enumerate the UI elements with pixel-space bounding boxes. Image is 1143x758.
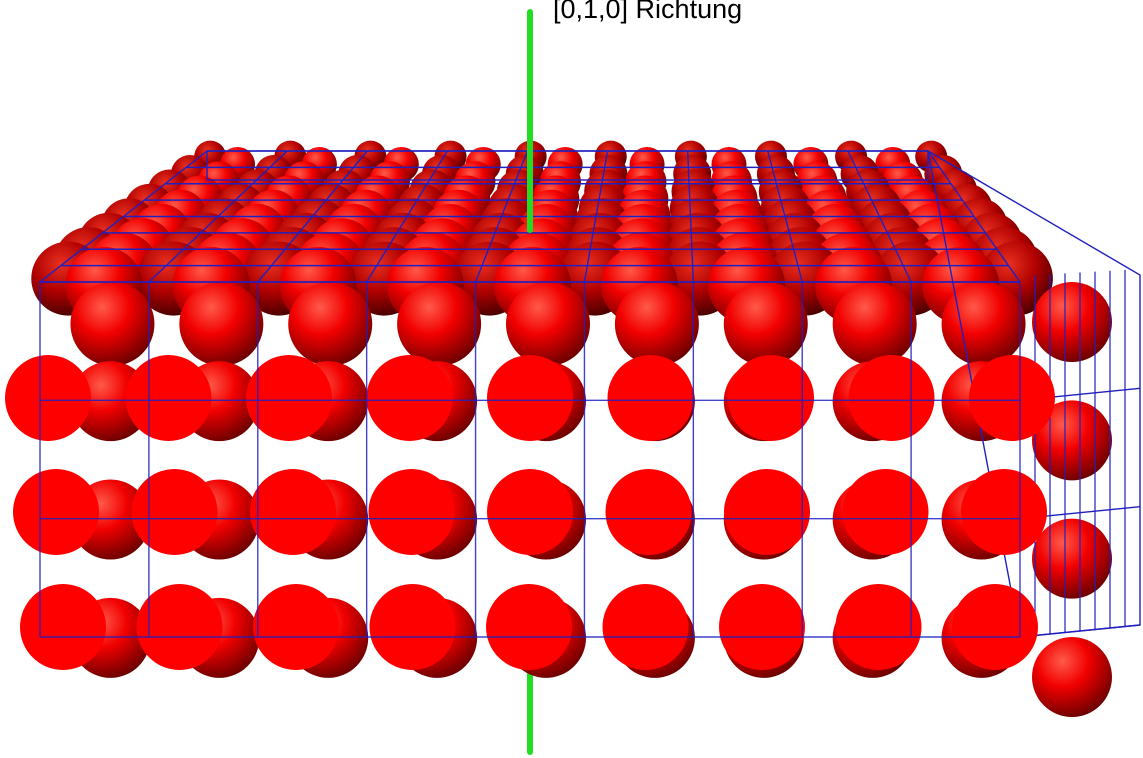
atom-front	[728, 355, 814, 441]
atom-side	[1032, 518, 1112, 599]
atom-front	[835, 584, 922, 670]
atom-subsurface	[70, 282, 155, 366]
atom-front	[724, 469, 810, 555]
atom-subsurface	[941, 282, 1026, 366]
atom-front	[605, 469, 692, 555]
atoms-front-face	[5, 355, 1055, 670]
wire-column-line	[583, 150, 609, 283]
atom-front	[125, 355, 212, 441]
wire-column-line	[39, 150, 208, 283]
atom-subsurface	[832, 282, 917, 366]
atom-front	[961, 469, 1047, 555]
atom-subsurface	[506, 282, 590, 366]
atom-front	[369, 584, 456, 670]
wire-column-line	[767, 150, 803, 283]
atom-front	[13, 469, 99, 555]
atom-front	[487, 469, 573, 555]
atom-front	[250, 469, 336, 555]
wire-column-line	[257, 150, 368, 283]
atom-front	[246, 355, 332, 441]
atom-subsurface	[723, 282, 808, 366]
unit-cell-wireframe-front	[39, 281, 1021, 638]
atom-front	[20, 584, 106, 670]
atom-front	[848, 355, 935, 441]
atom-front	[131, 469, 218, 555]
atom-subsurface	[179, 282, 264, 366]
atom-front	[842, 469, 929, 555]
atom-subsurface	[614, 282, 699, 366]
wire-column-line	[927, 150, 1021, 283]
atom-front	[607, 355, 694, 441]
wire-column-line	[366, 150, 448, 283]
atom-front	[487, 355, 573, 441]
atom-front	[969, 355, 1055, 441]
unit-cell-wireframe	[39, 149, 1141, 638]
atom-front	[486, 584, 572, 670]
atom-front	[602, 584, 689, 670]
atom-front	[719, 584, 805, 670]
atom-front	[253, 584, 339, 670]
atom-side	[1032, 282, 1112, 362]
atom-front	[5, 355, 91, 441]
atom-subsurface	[288, 282, 373, 366]
wire-column-line	[847, 150, 912, 283]
wire-column-line	[474, 150, 529, 283]
atom-side	[1032, 400, 1112, 481]
atom-front	[952, 584, 1038, 670]
atom-side	[1032, 637, 1112, 717]
atom-subsurface	[397, 282, 482, 366]
wire-back-rect	[206, 150, 929, 181]
atom-front	[368, 469, 455, 555]
wire-column-line	[148, 150, 288, 283]
axis-direction-label: [0,1,0] Richtung	[553, 0, 743, 24]
atom-front	[366, 355, 453, 441]
atom-front	[136, 584, 223, 670]
wire-column-line	[686, 150, 695, 283]
